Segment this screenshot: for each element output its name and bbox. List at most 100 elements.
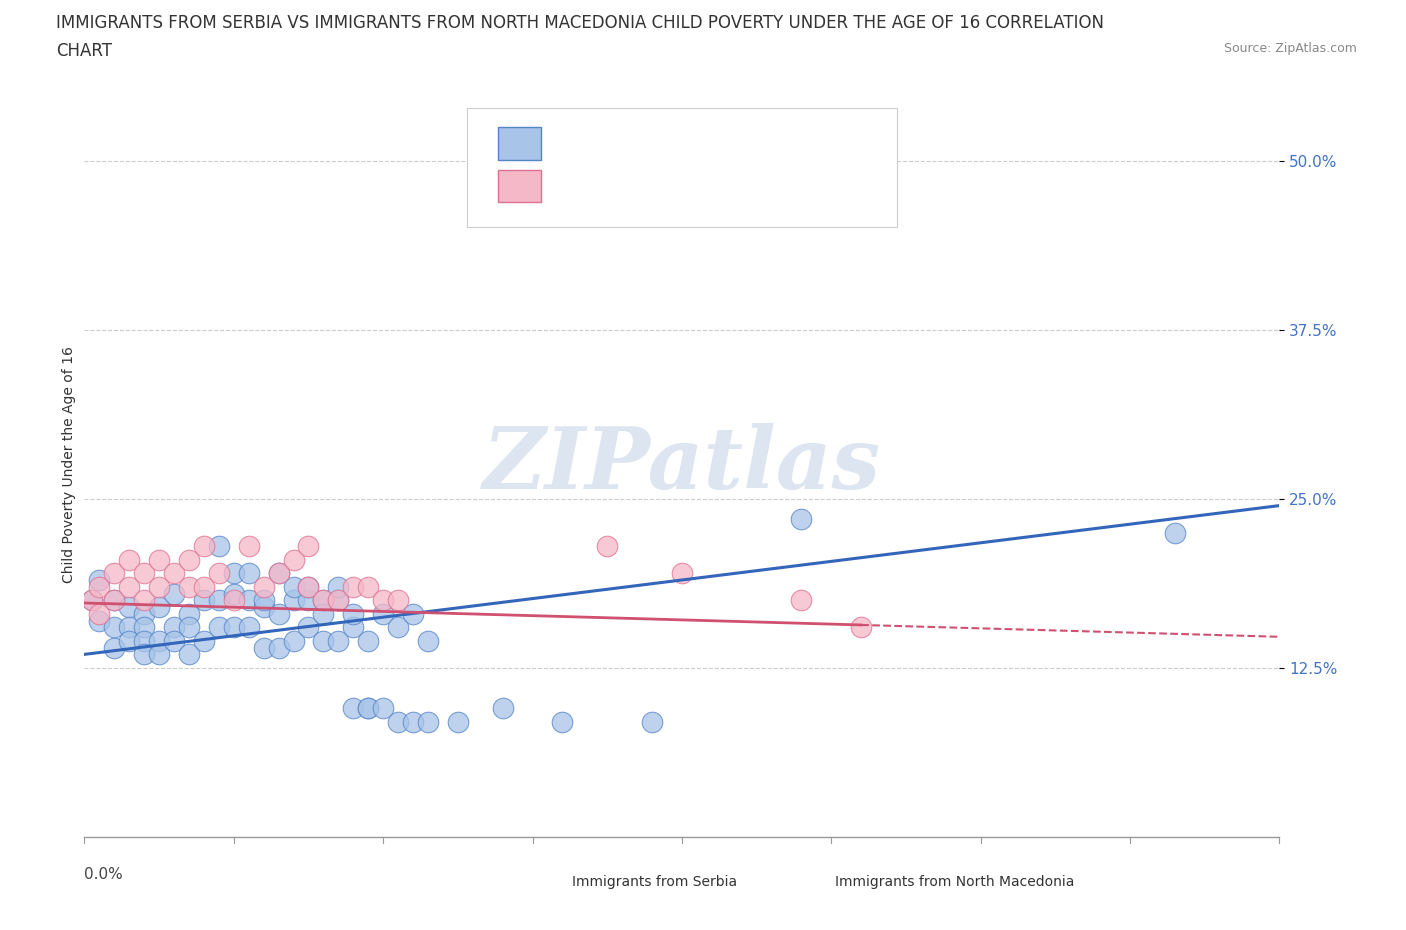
FancyBboxPatch shape xyxy=(537,872,567,891)
Point xyxy=(118,620,141,635)
Point xyxy=(357,579,380,594)
Point xyxy=(193,592,215,607)
Point xyxy=(328,579,350,594)
Text: -0.082: -0.082 xyxy=(606,177,664,195)
Text: R =: R = xyxy=(557,135,602,153)
Point xyxy=(283,552,305,567)
FancyBboxPatch shape xyxy=(498,169,541,203)
Point xyxy=(851,620,873,635)
Point xyxy=(297,620,319,635)
FancyBboxPatch shape xyxy=(467,108,897,227)
Point xyxy=(1164,525,1187,540)
Text: IMMIGRANTS FROM SERBIA VS IMMIGRANTS FROM NORTH MACEDONIA CHILD POVERTY UNDER TH: IMMIGRANTS FROM SERBIA VS IMMIGRANTS FRO… xyxy=(56,14,1104,32)
Point xyxy=(357,701,380,716)
Y-axis label: Child Poverty Under the Age of 16: Child Poverty Under the Age of 16 xyxy=(62,347,76,583)
Point xyxy=(222,592,245,607)
Point xyxy=(163,586,186,601)
Point xyxy=(671,565,693,580)
Point xyxy=(387,592,409,607)
Point xyxy=(297,538,319,553)
Point xyxy=(163,620,186,635)
FancyBboxPatch shape xyxy=(498,127,541,160)
Point xyxy=(208,538,231,553)
Point xyxy=(416,633,439,648)
Point xyxy=(551,714,574,729)
Text: 0.0%: 0.0% xyxy=(84,867,124,882)
Point xyxy=(312,592,335,607)
Point xyxy=(357,701,380,716)
Point xyxy=(177,620,200,635)
Point xyxy=(312,592,335,607)
Point xyxy=(103,620,125,635)
Text: 0.160: 0.160 xyxy=(623,135,673,153)
Point xyxy=(387,714,409,729)
Point xyxy=(790,592,813,607)
Point xyxy=(447,714,470,729)
Point xyxy=(373,592,395,607)
Point xyxy=(163,565,186,580)
Point xyxy=(312,633,335,648)
Text: N =: N = xyxy=(695,135,745,153)
Point xyxy=(89,606,111,621)
Point xyxy=(103,592,125,607)
Point xyxy=(208,592,231,607)
Point xyxy=(342,620,364,635)
Point xyxy=(253,600,276,615)
Point xyxy=(267,606,290,621)
Point xyxy=(148,600,170,615)
Point xyxy=(177,579,200,594)
Point xyxy=(80,592,103,607)
Text: 34: 34 xyxy=(758,177,780,195)
Text: Source: ZipAtlas.com: Source: ZipAtlas.com xyxy=(1223,42,1357,55)
Point xyxy=(238,538,260,553)
Point xyxy=(641,714,664,729)
Point xyxy=(177,552,200,567)
Point xyxy=(103,592,125,607)
Point xyxy=(402,606,425,621)
Point xyxy=(253,640,276,655)
Point xyxy=(177,606,200,621)
Point xyxy=(283,579,305,594)
Point xyxy=(238,565,260,580)
Point xyxy=(283,633,305,648)
Point xyxy=(193,579,215,594)
Point xyxy=(103,565,125,580)
Point xyxy=(238,620,260,635)
Text: N =: N = xyxy=(695,177,745,195)
Point xyxy=(357,633,380,648)
Point xyxy=(328,633,350,648)
Point xyxy=(283,592,305,607)
Point xyxy=(342,701,364,716)
Point xyxy=(132,606,156,621)
Text: R =: R = xyxy=(557,177,595,195)
Point xyxy=(132,620,156,635)
Point xyxy=(103,640,125,655)
Point xyxy=(373,701,395,716)
Text: Immigrants from North Macedonia: Immigrants from North Macedonia xyxy=(835,874,1074,889)
Point xyxy=(373,606,395,621)
Point xyxy=(596,538,619,553)
Point xyxy=(80,592,103,607)
Point xyxy=(118,600,141,615)
Text: CHART: CHART xyxy=(56,42,112,60)
Point xyxy=(253,592,276,607)
Point xyxy=(297,579,319,594)
Point xyxy=(132,565,156,580)
Point xyxy=(148,633,170,648)
Point xyxy=(253,579,276,594)
Point xyxy=(118,633,141,648)
Point xyxy=(132,647,156,662)
Point xyxy=(132,633,156,648)
Point xyxy=(328,592,350,607)
Point xyxy=(193,538,215,553)
Point xyxy=(148,552,170,567)
Point xyxy=(132,592,156,607)
Point xyxy=(416,714,439,729)
Point xyxy=(297,579,319,594)
Point xyxy=(238,592,260,607)
Point xyxy=(492,701,515,716)
Point xyxy=(267,565,290,580)
Point xyxy=(222,586,245,601)
Point xyxy=(89,579,111,594)
Point xyxy=(402,714,425,729)
